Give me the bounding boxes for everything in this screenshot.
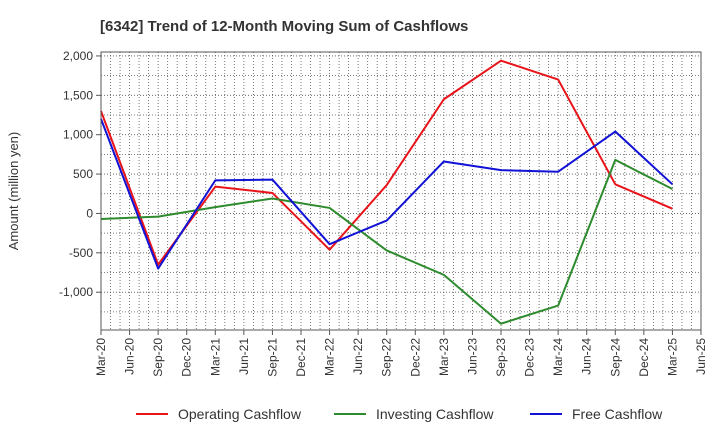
x-tick-label: Mar-22	[323, 338, 337, 376]
series-line	[100, 59, 673, 266]
chart-title: [6342] Trend of 12-Month Moving Sum of C…	[100, 18, 468, 35]
x-tick-label: Sep-24	[608, 338, 622, 377]
x-tick-label: Mar-24	[551, 338, 565, 376]
series-line	[100, 118, 674, 270]
x-tick-label: Mar-23	[437, 338, 451, 376]
legend-label: Operating Cashflow	[178, 406, 302, 422]
x-tick-label: Jun-22	[351, 338, 365, 375]
x-tick-label: Dec-23	[523, 338, 537, 377]
x-tick-label: Jun-21	[237, 338, 251, 375]
x-tick-label: Mar-25	[665, 338, 679, 376]
legend: Operating Cashflow Investing Cashflow Free…	[136, 406, 663, 422]
y-tick-label: -1,000	[59, 285, 93, 299]
x-tick-label: Mar-20	[94, 338, 108, 376]
grid	[100, 52, 702, 330]
legend-label: Free Cashflow	[572, 406, 663, 422]
x-tick-label: Dec-24	[637, 338, 651, 377]
x-tick-label: Jun-25	[694, 338, 708, 375]
x-tick-label: Sep-20	[151, 338, 165, 377]
y-tick-label: 2,000	[63, 49, 93, 63]
x-tick-label: Mar-21	[208, 338, 222, 376]
series-lines	[100, 59, 674, 325]
x-tick-label: Sep-21	[265, 338, 279, 377]
x-tick-label: Sep-22	[380, 338, 394, 377]
x-tick-label: Jun-23	[465, 338, 479, 375]
x-tick-label: Dec-20	[180, 338, 194, 377]
x-tick-label: Jun-24	[580, 338, 594, 375]
y-axis-label: Amount (million yen)	[6, 132, 21, 251]
x-tick-label: Sep-23	[494, 338, 508, 377]
plot-frame	[100, 51, 702, 331]
legend-label: Investing Cashflow	[376, 406, 494, 422]
x-tick-label: Dec-21	[294, 338, 308, 377]
axes: 2,000 1,500 1,000 500 0 -500 -1,000 Mar-20 Jun-2…	[59, 49, 708, 377]
x-tick-label: Dec-22	[408, 338, 422, 377]
y-tick-label: 1,500	[63, 88, 93, 102]
y-tick-label: -500	[69, 246, 93, 260]
y-tick-label: 0	[86, 206, 93, 220]
x-tick-label: Jun-20	[123, 338, 137, 375]
y-tick-label: 1,000	[63, 128, 93, 142]
y-tick-label: 500	[73, 167, 93, 181]
